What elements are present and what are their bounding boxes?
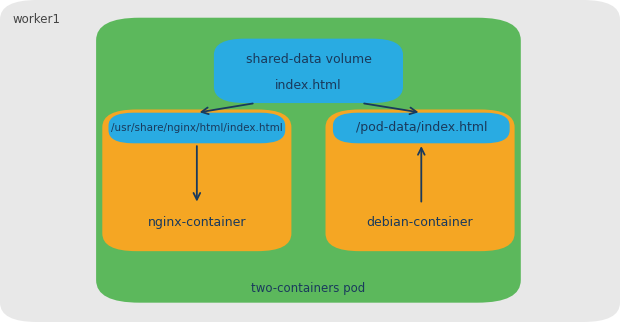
- Text: debian-container: debian-container: [367, 216, 473, 229]
- FancyBboxPatch shape: [96, 18, 521, 303]
- Text: index.html: index.html: [275, 79, 342, 91]
- Text: /usr/share/nginx/html/index.html: /usr/share/nginx/html/index.html: [111, 123, 283, 133]
- Text: nginx-container: nginx-container: [148, 216, 246, 229]
- FancyBboxPatch shape: [214, 39, 403, 103]
- FancyBboxPatch shape: [108, 113, 285, 143]
- Text: shared-data volume: shared-data volume: [246, 53, 371, 66]
- FancyBboxPatch shape: [333, 113, 510, 143]
- Text: worker1: worker1: [12, 13, 60, 26]
- Text: two-containers pod: two-containers pod: [251, 282, 366, 295]
- FancyBboxPatch shape: [102, 109, 291, 251]
- Text: /pod-data/index.html: /pod-data/index.html: [355, 121, 487, 135]
- FancyBboxPatch shape: [326, 109, 515, 251]
